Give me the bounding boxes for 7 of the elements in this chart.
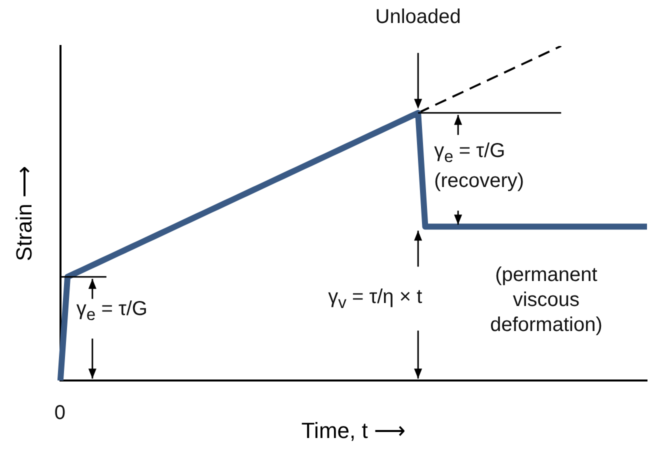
- text: 0: [54, 400, 66, 426]
- text: Unloaded: [374, 4, 462, 30]
- annotation: γ$_{v}$ = τ/η × t: [328, 284, 422, 314]
- annotation: γ$_{e}$ = τ/G (recovery): [434, 138, 524, 194]
- x-axis-title: Time, t ⟶: [301, 418, 406, 443]
- y-axis-title: Strain ⟶: [11, 166, 36, 262]
- annotation: (permanent viscous deformation): [490, 262, 602, 338]
